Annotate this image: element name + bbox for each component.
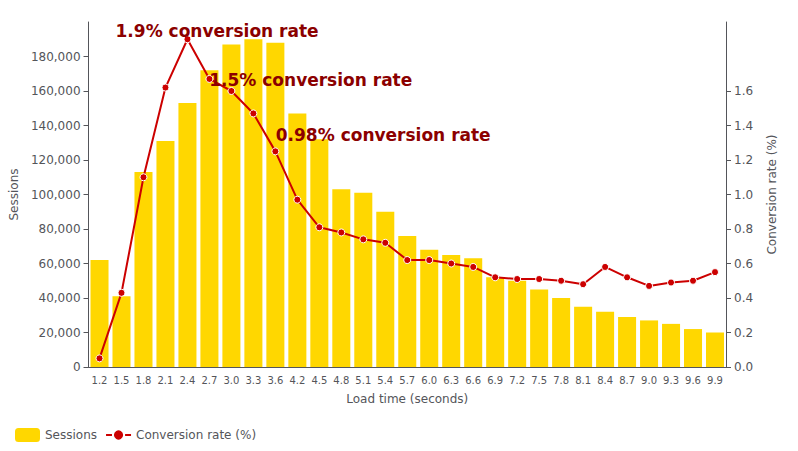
svg-text:Sessions: Sessions [45, 428, 97, 442]
svg-text:120,000: 120,000 [31, 153, 81, 167]
svg-text:5.7: 5.7 [399, 375, 415, 386]
svg-text:0.8: 0.8 [734, 222, 753, 236]
svg-text:6.3: 6.3 [443, 375, 459, 386]
svg-text:0.2: 0.2 [734, 326, 753, 340]
svg-text:Sessions: Sessions [7, 168, 21, 220]
svg-text:7.5: 7.5 [531, 375, 547, 386]
svg-text:20,000: 20,000 [39, 326, 81, 340]
svg-text:8.7: 8.7 [619, 375, 635, 386]
svg-text:60,000: 60,000 [39, 257, 81, 271]
svg-text:7.2: 7.2 [509, 375, 525, 386]
svg-text:6.0: 6.0 [421, 375, 437, 386]
svg-text:9.6: 9.6 [685, 375, 701, 386]
svg-text:Conversion rate (%): Conversion rate (%) [136, 428, 256, 442]
svg-text:1.5: 1.5 [114, 375, 130, 386]
svg-text:6.9: 6.9 [487, 375, 503, 386]
svg-text:Conversion rate (%): Conversion rate (%) [765, 134, 779, 254]
svg-text:1.6: 1.6 [734, 84, 753, 98]
svg-text:1.2: 1.2 [734, 153, 753, 167]
svg-text:4.2: 4.2 [289, 375, 305, 386]
svg-text:8.4: 8.4 [597, 375, 613, 386]
svg-text:0.0: 0.0 [734, 360, 753, 374]
svg-text:140,000: 140,000 [31, 119, 81, 133]
svg-text:160,000: 160,000 [31, 84, 81, 98]
svg-text:3.0: 3.0 [223, 375, 239, 386]
svg-text:2.1: 2.1 [158, 375, 174, 386]
svg-text:5.1: 5.1 [355, 375, 371, 386]
svg-text:40,000: 40,000 [39, 291, 81, 305]
svg-text:0: 0 [73, 360, 81, 374]
svg-text:1.9% conversion rate: 1.9% conversion rate [116, 21, 319, 41]
svg-text:2.4: 2.4 [179, 375, 195, 386]
svg-text:4.8: 4.8 [333, 375, 349, 386]
svg-text:0.6: 0.6 [734, 257, 753, 271]
svg-text:2.7: 2.7 [201, 375, 217, 386]
svg-text:1.5% conversion rate: 1.5% conversion rate [209, 70, 412, 90]
svg-text:1.8: 1.8 [136, 375, 152, 386]
svg-text:Load time (seconds): Load time (seconds) [346, 392, 468, 406]
svg-text:9.0: 9.0 [641, 375, 657, 386]
svg-text:100,000: 100,000 [31, 188, 81, 202]
svg-text:80,000: 80,000 [39, 222, 81, 236]
svg-text:1.4: 1.4 [734, 119, 753, 133]
svg-text:1.2: 1.2 [92, 375, 108, 386]
svg-text:9.3: 9.3 [663, 375, 679, 386]
svg-text:3.3: 3.3 [245, 375, 261, 386]
svg-text:3.6: 3.6 [267, 375, 283, 386]
svg-text:1.0: 1.0 [734, 188, 753, 202]
svg-text:180,000: 180,000 [31, 50, 81, 64]
svg-text:8.1: 8.1 [575, 375, 591, 386]
svg-text:4.5: 4.5 [311, 375, 327, 386]
svg-text:0.98% conversion rate: 0.98% conversion rate [276, 125, 491, 145]
svg-text:6.6: 6.6 [465, 375, 481, 386]
svg-text:9.9: 9.9 [707, 375, 723, 386]
svg-text:5.4: 5.4 [377, 375, 393, 386]
svg-text:0.4: 0.4 [734, 291, 753, 305]
svg-text:7.8: 7.8 [553, 375, 569, 386]
